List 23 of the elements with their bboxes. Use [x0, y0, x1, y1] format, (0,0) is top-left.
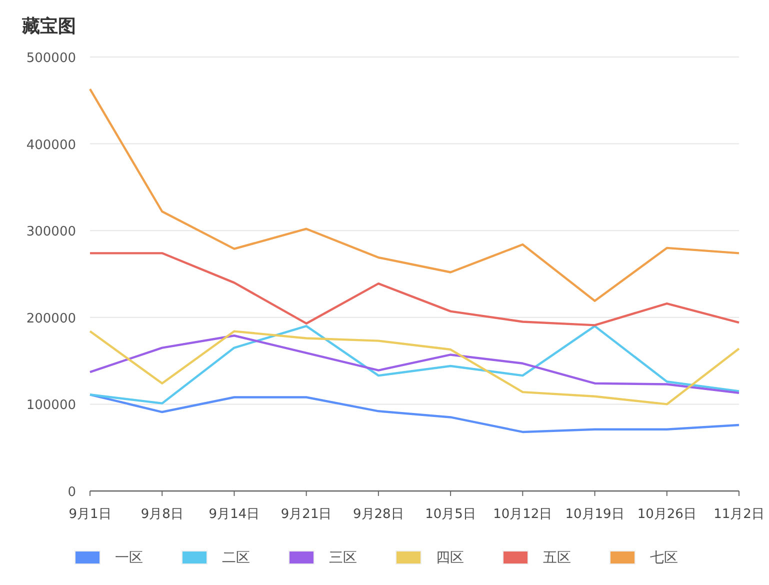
x-tick-label: 10月19日 [565, 507, 624, 522]
chart-title: 藏宝图 [21, 16, 76, 37]
x-tick-label: 10月12日 [493, 507, 552, 522]
x-tick-label: 10月5日 [425, 507, 476, 522]
x-tick-label: 9月21日 [280, 507, 332, 522]
legend-label: 五区 [543, 550, 571, 566]
x-tick-label: 9月28日 [353, 507, 404, 522]
y-tick-label: 0 [68, 485, 76, 500]
legend-label: 三区 [329, 550, 357, 566]
legend-label: 四区 [436, 550, 464, 566]
legend-label: 一区 [115, 550, 143, 566]
y-tick-label: 200000 [26, 311, 76, 326]
y-tick-label: 500000 [26, 51, 76, 66]
y-tick-label: 400000 [26, 138, 76, 153]
y-tick-label: 100000 [26, 398, 76, 414]
x-tick-label: 10月26日 [637, 507, 696, 522]
y-tick-label: 300000 [26, 224, 76, 240]
x-tick-label: 9月8日 [140, 507, 184, 522]
x-tick-label: 9月1日 [68, 507, 112, 522]
x-tick-label: 11月2日 [714, 507, 764, 522]
legend-label: 七区 [650, 550, 678, 566]
x-tick-label: 9月14日 [208, 507, 260, 522]
legend-label: 二区 [222, 550, 250, 566]
